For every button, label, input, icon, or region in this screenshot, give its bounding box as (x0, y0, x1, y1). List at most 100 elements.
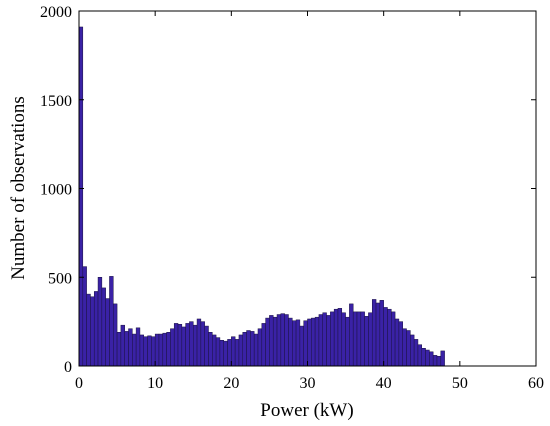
y-axis-ticks: 0 500 1000 1500 2000 (40, 4, 536, 376)
histogram-bar (352, 311, 358, 367)
histogram-bar (253, 333, 259, 367)
histogram-bar (440, 350, 445, 367)
histogram-bar (417, 344, 423, 367)
histogram-bar (128, 328, 133, 367)
histogram-bar (120, 324, 125, 367)
histogram-bar (173, 323, 179, 367)
histogram-bar (391, 311, 396, 367)
y-tick-label: 0 (64, 359, 72, 376)
histogram-bar (234, 339, 240, 367)
histogram-bar (292, 320, 297, 367)
histogram-bar (284, 314, 289, 367)
x-axis-label: Power (kW) (260, 400, 353, 421)
histogram-bar (105, 298, 110, 367)
histogram-bar (356, 311, 362, 367)
histogram-bar (135, 327, 141, 367)
histogram-bar (371, 299, 377, 367)
histogram-bar (307, 318, 312, 367)
histogram-bar (330, 311, 335, 367)
histogram-bar (101, 287, 106, 367)
histogram-bar (398, 321, 403, 367)
histogram-bar (288, 317, 293, 367)
histogram-bar (333, 308, 339, 367)
histogram-bar (276, 314, 282, 367)
histogram-bar (413, 339, 419, 367)
histogram-bar (196, 318, 202, 367)
histogram-bar (261, 323, 266, 367)
histogram-bar (116, 332, 122, 367)
x-tick-label: 0 (75, 375, 83, 392)
histogram-bar (231, 336, 236, 367)
histogram-bar (204, 325, 209, 367)
histogram-bar (387, 308, 392, 367)
histogram-bar (132, 333, 137, 367)
histogram-bar (154, 333, 160, 367)
histogram-bar (360, 311, 365, 367)
histogram-bar (242, 332, 247, 367)
histogram-bar (86, 293, 91, 367)
histogram-bar (113, 303, 118, 367)
histogram-bar (272, 316, 278, 367)
histogram-bar (147, 335, 152, 367)
bars-group (78, 26, 445, 367)
histogram-bar (250, 331, 255, 367)
histogram-bar (177, 324, 183, 367)
histogram-bar (375, 302, 381, 367)
histogram-bar (303, 320, 308, 367)
histogram-bar (349, 303, 354, 367)
x-tick-label: 20 (223, 375, 239, 392)
histogram-bar (82, 266, 87, 367)
histogram-bar (314, 316, 320, 367)
plot-frame (78, 10, 537, 367)
histogram-bar (429, 351, 434, 367)
histogram-bar (212, 334, 217, 367)
histogram-bar (402, 328, 407, 367)
y-tick-label: 500 (48, 270, 72, 287)
histogram-bar (421, 348, 426, 367)
histogram-bar (90, 296, 95, 367)
histogram-bar (383, 307, 388, 367)
histogram-bar (189, 321, 194, 367)
histogram-bar (162, 332, 167, 367)
histogram-bar (193, 324, 198, 367)
histogram-bar (432, 355, 438, 367)
y-axis-label: Number of observations (8, 96, 29, 280)
histogram-bar (410, 334, 415, 367)
histogram-bar (269, 315, 274, 367)
histogram-bar (311, 317, 316, 367)
histogram-bar (280, 313, 285, 367)
x-tick-label: 30 (300, 375, 316, 392)
histogram-bar (368, 312, 373, 367)
histogram-bar (318, 314, 323, 367)
y-tick-label: 2000 (40, 4, 72, 21)
histogram-bar (208, 332, 213, 367)
histogram-bar (406, 330, 411, 367)
histogram-bar (181, 326, 186, 367)
histogram-bar (143, 336, 148, 367)
y-tick-label: 1500 (40, 93, 72, 110)
histogram-bar (109, 276, 114, 367)
x-axis-ticks: 0 10 20 30 40 50 60 (75, 11, 544, 392)
histogram-bar (185, 323, 190, 367)
x-tick-label: 10 (147, 375, 163, 392)
histogram-bar (341, 312, 346, 367)
histogram-bar (326, 315, 331, 367)
histogram-bar (337, 308, 343, 367)
histogram-bar (124, 331, 129, 367)
histogram-bar (166, 332, 171, 367)
histogram-bar (158, 333, 164, 367)
histogram-bar (170, 328, 175, 367)
x-tick-label: 40 (376, 375, 392, 392)
histogram-bar (299, 325, 304, 367)
histogram-bar (265, 317, 270, 367)
x-tick-label: 60 (528, 375, 544, 392)
histogram-bar (394, 318, 400, 367)
histogram-bar (322, 312, 327, 367)
histogram-bar (364, 316, 369, 367)
histogram-bar (219, 340, 224, 367)
histogram-bar (223, 340, 228, 367)
histogram-bar (151, 336, 156, 367)
histogram-bar (345, 316, 350, 367)
histogram-bar (238, 334, 244, 367)
